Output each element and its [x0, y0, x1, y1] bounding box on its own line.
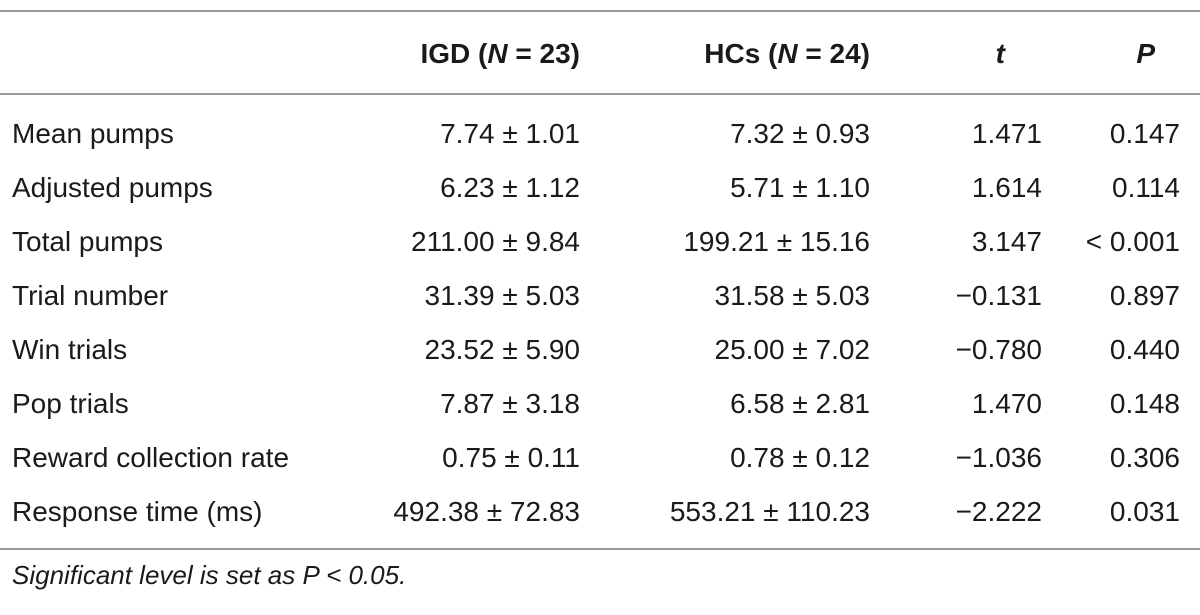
igd-value: 7.87 ± 3.18	[440, 388, 580, 419]
igd-value: 211.00 ± 9.84	[411, 226, 580, 257]
table-row: Pop trials 7.87 ± 3.18 6.58 ± 2.81 1.470 0.1…	[0, 377, 1200, 431]
header-hcs-suffix: = 24)	[797, 38, 870, 69]
header-igd-prefix: IGD (	[420, 38, 488, 69]
table-footnote: Significant level is set as P < 0.05.	[12, 560, 407, 590]
igd-value: 31.39 ± 5.03	[424, 280, 581, 311]
p-value: 0.031	[1109, 496, 1180, 527]
igd-value: 492.38 ± 72.83	[393, 496, 580, 527]
row-label: Reward collection rate	[12, 442, 290, 473]
igd-value: 23.52 ± 5.90	[424, 334, 581, 365]
t-value: 3.147	[971, 226, 1042, 257]
p-value: < 0.001	[1085, 226, 1180, 257]
table-row: Reward collection rate 0.75 ± 0.11 0.78 ± …	[0, 431, 1200, 485]
t-value: 1.614	[971, 172, 1042, 203]
hcs-value: 25.00 ± 7.02	[714, 334, 871, 365]
table-row: Mean pumps 7.74 ± 1.01 7.32 ± 0.93 1.471 0.1…	[0, 107, 1200, 161]
p-value: 0.306	[1109, 442, 1180, 473]
hcs-value: 553.21 ± 110.23	[669, 496, 870, 527]
igd-value: 0.75 ± 0.11	[442, 442, 580, 473]
header-p: P	[1136, 24, 1155, 84]
header-p-label: P	[1136, 38, 1155, 69]
t-value: −1.036	[955, 442, 1042, 473]
p-value: 0.114	[1112, 172, 1180, 203]
table-row: Adjusted pumps 6.23 ± 1.12 5.71 ± 1.10 1.61…	[0, 161, 1200, 215]
p-value: 0.897	[1109, 280, 1180, 311]
row-label: Trial number	[12, 280, 169, 311]
t-value: −0.131	[955, 280, 1042, 311]
table-row: Trial number 31.39 ± 5.03 31.58 ± 5.03 −0.1…	[0, 269, 1200, 323]
t-value: 1.471	[971, 118, 1042, 149]
p-value: 0.147	[1109, 118, 1180, 149]
header-t-label: t	[995, 38, 1005, 69]
header-igd-suffix: = 23)	[507, 38, 580, 69]
header-hcs-n: N	[777, 38, 798, 69]
hcs-value: 31.58 ± 5.03	[714, 280, 871, 311]
row-label: Response time (ms)	[12, 496, 263, 527]
p-value: 0.440	[1109, 334, 1180, 365]
top-rule	[0, 10, 1200, 12]
t-value: −0.780	[955, 334, 1042, 365]
row-label: Adjusted pumps	[12, 172, 213, 203]
igd-value: 7.74 ± 1.01	[440, 118, 580, 149]
t-value: 1.470	[971, 388, 1042, 419]
header-hcs: HCs (N = 24)	[704, 24, 870, 84]
t-value: −2.222	[955, 496, 1042, 527]
p-value: 0.148	[1109, 388, 1180, 419]
row-label: Pop trials	[12, 388, 129, 419]
bottom-rule	[0, 548, 1200, 550]
row-label: Mean pumps	[12, 118, 174, 149]
row-label: Total pumps	[12, 226, 163, 257]
hcs-value: 6.58 ± 2.81	[730, 388, 870, 419]
header-rule	[0, 93, 1200, 95]
hcs-value: 7.32 ± 0.93	[730, 118, 870, 149]
table-row: Total pumps 211.00 ± 9.84 199.21 ± 15.16 3.…	[0, 215, 1200, 269]
header-t: t	[996, 24, 1005, 84]
hcs-value: 199.21 ± 15.16	[683, 226, 870, 257]
header-hcs-prefix: HCs (	[704, 38, 778, 69]
table-row: Response time (ms) 492.38 ± 72.83 553.21 ±…	[0, 485, 1200, 539]
header-igd: IGD (N = 23)	[420, 24, 580, 84]
table-row: Win trials 23.52 ± 5.90 25.00 ± 7.02 −0.780…	[0, 323, 1200, 377]
hcs-value: 5.71 ± 1.10	[730, 172, 870, 203]
row-label: Win trials	[12, 334, 128, 365]
igd-value: 6.23 ± 1.12	[440, 172, 580, 203]
header-igd-n: N	[487, 38, 508, 69]
hcs-value: 0.78 ± 0.12	[730, 442, 870, 473]
